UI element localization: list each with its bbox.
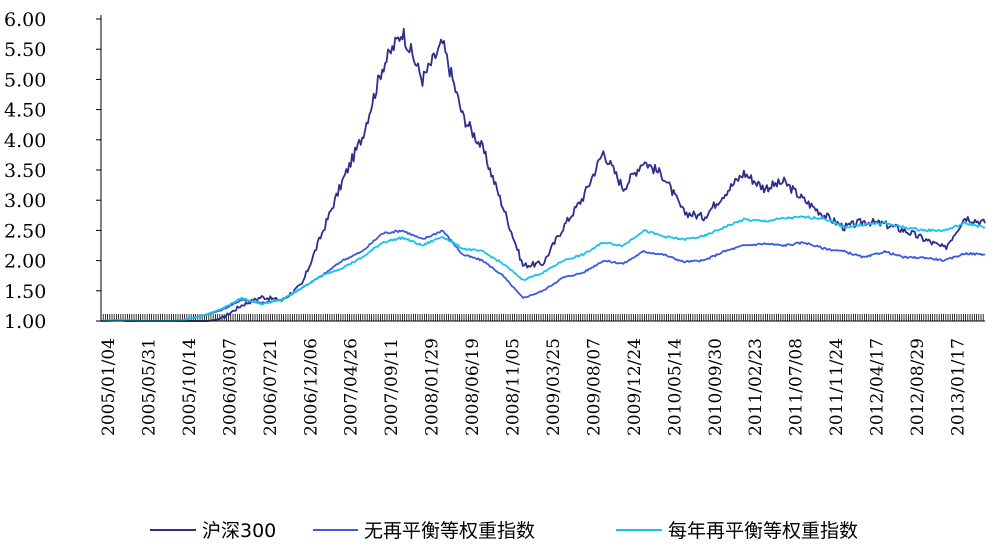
x-tick-label: 2006/07/21 <box>261 338 281 436</box>
x-tick-label: 2008/06/19 <box>463 338 483 436</box>
x-tick-label: 2010/05/14 <box>665 338 685 436</box>
x-tick-label: 2009/12/24 <box>625 338 645 436</box>
y-tick-label: 4.50 <box>4 100 46 122</box>
legend-label-3: 每年再平衡等权重指数 <box>668 520 858 542</box>
y-axis-ticks: 1.00 1.50 2.00 2.50 3.00 3.50 4.00 4.50 5.00 5.50… <box>4 9 101 333</box>
x-tick-label: 2007/04/26 <box>342 338 362 436</box>
x-tick-label: 2005/10/14 <box>180 338 200 436</box>
x-tick-label: 2009/08/07 <box>584 338 604 436</box>
x-tick-label: 2011/02/23 <box>746 338 766 436</box>
y-tick-label: 1.00 <box>4 311 46 333</box>
x-tick-label: 2009/03/25 <box>544 338 564 436</box>
x-axis-minor-ticks <box>100 314 984 321</box>
y-tick-label: 2.50 <box>4 220 46 242</box>
y-tick-label: 5.50 <box>4 39 46 61</box>
x-axis-ticks: 2005/01/04 2005/05/31 2005/10/14 2006/03/07… <box>99 338 968 436</box>
x-minor-tick-hatch <box>100 314 984 321</box>
x-tick-label: 2012/04/17 <box>868 338 888 436</box>
series-line-3 <box>100 215 986 322</box>
x-tick-label: 2011/07/08 <box>787 338 807 436</box>
x-tick-label: 2012/08/29 <box>908 338 928 436</box>
x-tick-label: 2008/01/29 <box>423 338 443 436</box>
y-tick-label: 1.50 <box>4 281 46 303</box>
y-tick-label: 2.00 <box>4 251 46 273</box>
x-tick-label: 2006/03/07 <box>220 338 240 436</box>
legend: 沪深300 无再平衡等权重指数 每年再平衡等权重指数 <box>150 520 858 542</box>
x-tick-label: 2011/11/24 <box>827 338 847 436</box>
legend-label-2: 无再平衡等权重指数 <box>364 520 535 542</box>
x-tick-label: 2005/05/31 <box>139 338 159 436</box>
x-tick-label: 2007/09/11 <box>382 338 402 436</box>
x-tick-label: 2010/09/30 <box>706 338 726 436</box>
series-line-1 <box>101 27 986 322</box>
y-tick-label: 3.00 <box>4 190 46 212</box>
x-tick-label: 2005/01/04 <box>99 338 119 436</box>
axes <box>100 15 985 322</box>
x-tick-label: 2013/01/17 <box>948 338 968 436</box>
legend-label-1: 沪深300 <box>202 520 276 542</box>
series-lines <box>100 27 986 322</box>
series-line-2 <box>100 229 986 322</box>
x-tick-label: 2008/11/05 <box>504 338 524 436</box>
y-tick-label: 4.00 <box>4 130 46 152</box>
y-tick-label: 3.50 <box>4 160 46 182</box>
x-tick-label: 2006/12/06 <box>301 338 321 436</box>
y-tick-label: 5.00 <box>4 69 46 91</box>
y-tick-label: 6.00 <box>4 9 46 31</box>
